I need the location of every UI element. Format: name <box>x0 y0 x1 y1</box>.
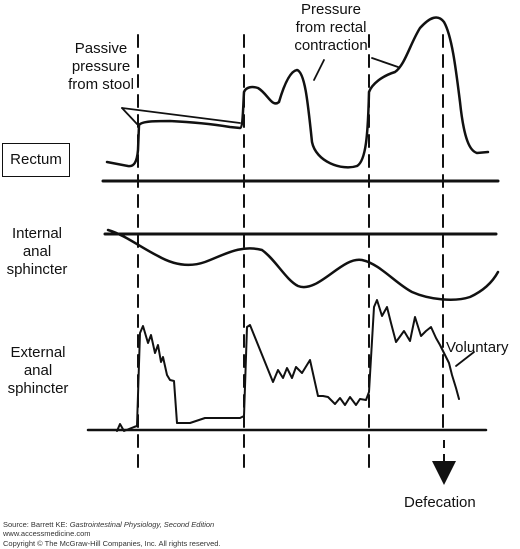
source-title: Gastrointestinal Physiology, Second Edit… <box>69 520 215 529</box>
rectal-contraction-pointer-1 <box>313 59 325 81</box>
internal-sphincter-line-1: Internal <box>11 225 63 242</box>
internal-sphincter-label: Internal anal sphincter <box>2 225 72 279</box>
passive-pressure-label: Passive pressure from stool <box>62 40 140 94</box>
external-sphincter-trace <box>116 299 460 432</box>
rectum-label: Rectum <box>2 143 70 177</box>
rectal-contraction-pointer-2 <box>371 57 399 68</box>
passive-pressure-pointer-1 <box>121 107 241 124</box>
voluntary-pointer <box>455 351 475 367</box>
rectal-contraction-line-2: from rectal <box>295 19 367 36</box>
external-sphincter-line-1: External <box>10 344 66 361</box>
rectal-contraction-line-1: Pressure <box>300 1 362 18</box>
external-sphincter-line-3: sphincter <box>7 380 69 397</box>
source-prefix: Source: Barrett KE: <box>3 520 70 529</box>
source-line: Source: Barrett KE: Gastrointestinal Phy… <box>3 520 214 529</box>
passive-pressure-line-2: pressure <box>71 58 131 75</box>
internal-sphincter-line-2: anal <box>22 243 52 260</box>
passive-pressure-pointer-2 <box>121 107 138 125</box>
internal-sphincter-trace <box>106 228 500 301</box>
passive-pressure-line-3: from stool <box>68 76 134 93</box>
external-sphincter-line-2: anal <box>23 362 53 379</box>
internal-sphincter-line-3: sphincter <box>6 261 68 278</box>
source-copyright: Copyright © The McGraw-Hill Companies, I… <box>3 539 221 548</box>
voluntary-label: Voluntary <box>446 339 509 356</box>
defecation-arrowhead <box>432 461 456 485</box>
rectum-pressure-trace <box>105 16 490 169</box>
rectal-contraction-line-3: contraction <box>294 37 368 54</box>
defecation-label: Defecation <box>404 494 476 511</box>
source-url: www.accessmedicine.com <box>3 529 91 538</box>
passive-pressure-line-1: Passive <box>74 40 128 57</box>
rectal-contraction-label: Pressure from rectal contraction <box>283 1 379 55</box>
external-sphincter-label: External anal sphincter <box>2 344 74 398</box>
